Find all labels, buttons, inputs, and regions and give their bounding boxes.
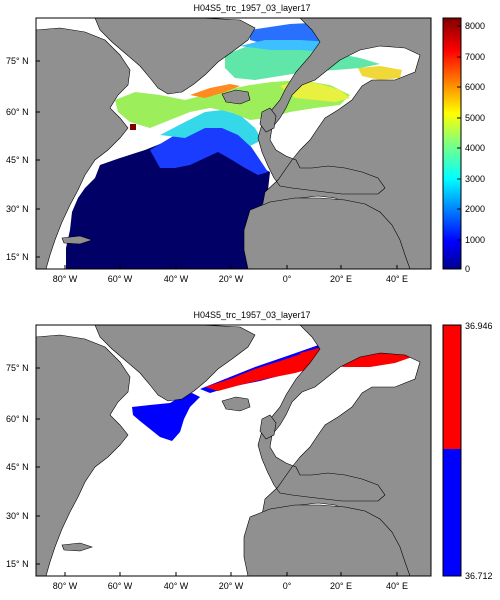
lat-label: 45° N [6, 155, 29, 165]
colorbar-tick: 4000 [465, 143, 485, 153]
colorbar-lower [443, 449, 461, 576]
land-greenland [94, 18, 256, 95]
land-iceland [221, 396, 251, 412]
lat-label: 30° N [6, 204, 29, 214]
lat-label: 75° N [6, 56, 29, 66]
colorbar-tick: 5000 [465, 113, 485, 123]
ocean-navy-field [66, 125, 270, 269]
colorbar-tick: 3000 [465, 174, 485, 184]
lon-label: 0° [283, 274, 292, 284]
lon-label: 20° E [330, 274, 352, 284]
lat-label: 15° N [6, 252, 29, 262]
colorbar-tick: 1000 [465, 235, 485, 245]
land-caribbean [61, 235, 93, 245]
lon-label: 40° E [386, 581, 408, 591]
land-greenland [94, 325, 256, 402]
map-frame-bottom [35, 324, 432, 577]
land-british-isles [259, 107, 277, 133]
lon-label: 0° [283, 581, 292, 591]
colorbar-bottom-frame [442, 324, 462, 577]
lon-label: 80° W [53, 274, 78, 284]
land-north-america [36, 27, 131, 269]
colorbar-max-label: 36.946 [465, 321, 493, 331]
ocean-cyan-band [160, 110, 262, 146]
colorbar-tick: 8000 [465, 21, 485, 31]
lon-label: 40° E [386, 274, 408, 284]
map-title-top: H04S5_trc_1957_03_layer17 [193, 3, 311, 13]
ocean-orange-strip [190, 84, 240, 98]
blue-region [132, 393, 200, 441]
colorbar-tick: 6000 [465, 82, 485, 92]
lat-label: 60° N [6, 414, 29, 424]
lon-label: 20° W [219, 581, 244, 591]
colorbar-tick: 7000 [465, 52, 485, 62]
ocean-yellow-patch [358, 66, 402, 80]
lat-label: 15° N [6, 559, 29, 569]
lon-label: 40° W [164, 274, 189, 284]
map-panel-top: 75° N 60° N 45° N 30° N 15° N 80° W 60° … [6, 17, 485, 284]
lon-label: 80° W [53, 581, 78, 591]
colorbar-upper [443, 325, 461, 449]
lat-label: 75° N [6, 363, 29, 373]
lat-label: 45° N [6, 462, 29, 472]
ocean-nordic [225, 42, 380, 80]
map-panel-bottom: 75° N 60° N 45° N 30° N 15° N 80° W 60° … [6, 321, 493, 591]
lat-label: 60° N [6, 107, 29, 117]
ocean-hotspot [130, 124, 136, 130]
land-iceland [221, 89, 251, 105]
lon-label: 60° W [108, 274, 133, 284]
lon-label: 20° E [330, 581, 352, 591]
colorbar-top [442, 17, 462, 270]
lon-label: 60° W [108, 581, 133, 591]
lon-label: 20° W [219, 274, 244, 284]
map-title-bottom: H04S5_trc_1957_03_layer17 [193, 310, 311, 320]
land-africa [243, 504, 411, 576]
land-africa [243, 197, 411, 269]
land-caribbean [61, 542, 93, 552]
colorbar-tick: 2000 [465, 204, 485, 214]
land-british-isles [259, 414, 277, 440]
colorbar-min-label: 36.712 [465, 571, 493, 581]
map-frame-top [35, 17, 432, 270]
land-north-america [36, 334, 131, 576]
lon-label: 40° W [164, 581, 189, 591]
colorbar-tick: 0 [465, 264, 470, 274]
lat-label: 30° N [6, 511, 29, 521]
